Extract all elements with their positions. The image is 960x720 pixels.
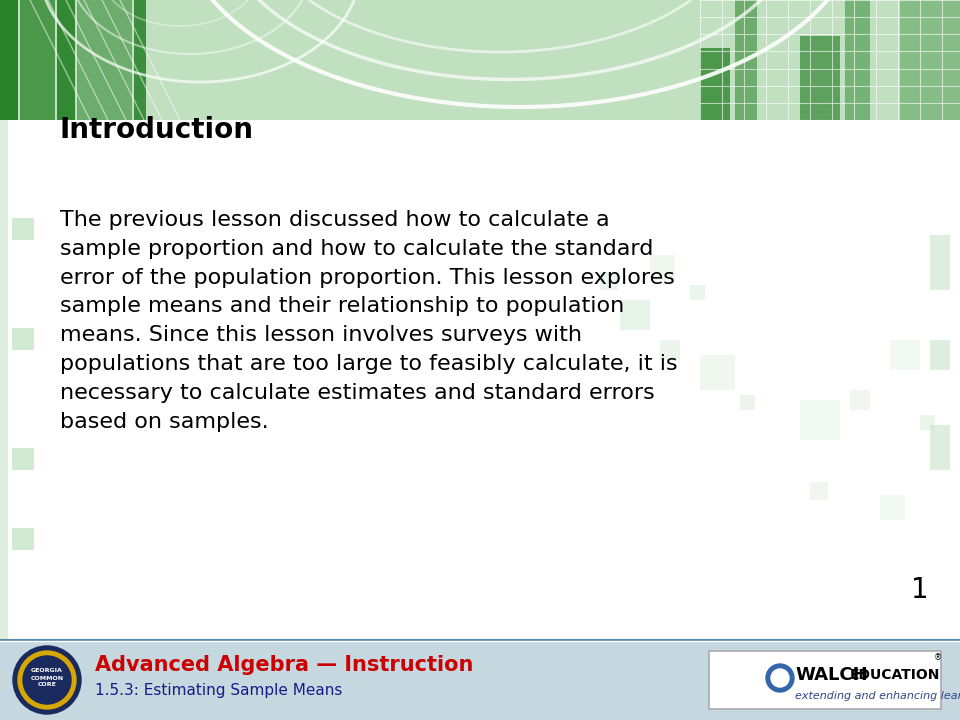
Text: Advanced Algebra — Instruction: Advanced Algebra — Instruction <box>95 655 473 675</box>
Bar <box>0 640 960 720</box>
Text: GEORGIA: GEORGIA <box>31 667 63 672</box>
Bar <box>12 448 34 470</box>
Bar <box>12 328 34 350</box>
Text: Introduction: Introduction <box>60 116 254 144</box>
Bar <box>800 36 840 120</box>
Bar <box>930 235 950 290</box>
Bar <box>800 400 840 440</box>
Text: CORE: CORE <box>37 683 57 688</box>
Text: COMMON: COMMON <box>31 675 63 680</box>
Bar <box>930 425 950 470</box>
Text: 1: 1 <box>911 576 929 604</box>
Bar <box>700 355 735 390</box>
Bar <box>930 340 950 370</box>
Bar <box>12 528 34 550</box>
Bar <box>740 395 755 410</box>
FancyBboxPatch shape <box>709 651 941 709</box>
Bar <box>0 0 18 120</box>
Bar <box>660 340 680 360</box>
Bar <box>12 218 34 240</box>
Bar <box>0 120 960 640</box>
Bar <box>920 415 935 430</box>
Bar <box>880 495 905 520</box>
Bar <box>690 285 705 300</box>
Bar <box>850 390 870 410</box>
Bar <box>0 0 960 120</box>
Bar <box>650 255 675 280</box>
Bar <box>845 0 870 120</box>
Bar <box>77 0 132 120</box>
Circle shape <box>13 646 81 714</box>
Bar <box>57 0 75 120</box>
Bar <box>600 272 618 290</box>
Text: 1.5.3: Estimating Sample Means: 1.5.3: Estimating Sample Means <box>95 683 343 698</box>
Bar <box>620 300 650 330</box>
Text: The previous lesson discussed how to calculate a
sample proportion and how to ca: The previous lesson discussed how to cal… <box>60 210 678 431</box>
Text: extending and enhancing learning: extending and enhancing learning <box>795 691 960 701</box>
Bar <box>900 0 960 120</box>
Text: ®: ® <box>934 654 942 662</box>
Bar <box>700 48 730 120</box>
Circle shape <box>23 656 71 704</box>
Text: EDUCATION: EDUCATION <box>850 668 941 682</box>
Text: WALCH: WALCH <box>795 666 868 684</box>
Bar <box>20 0 55 120</box>
Circle shape <box>766 664 794 692</box>
Bar <box>0 120 8 640</box>
Circle shape <box>771 669 789 687</box>
Bar <box>735 0 757 120</box>
Circle shape <box>18 651 76 709</box>
Bar <box>810 482 828 500</box>
Bar <box>134 0 146 120</box>
Bar <box>890 340 920 370</box>
